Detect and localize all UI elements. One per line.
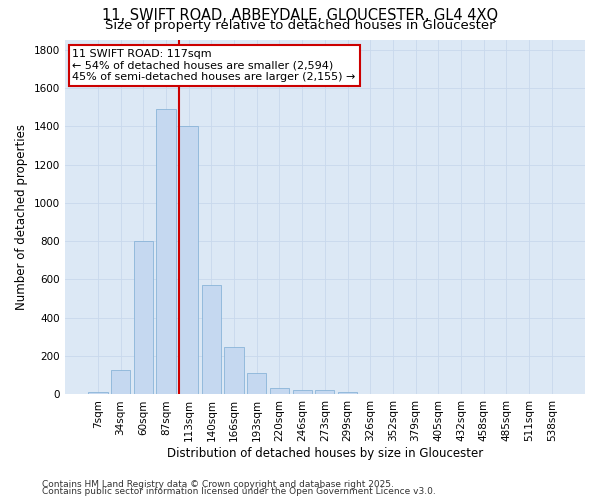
Text: Contains public sector information licensed under the Open Government Licence v3: Contains public sector information licen… bbox=[42, 488, 436, 496]
Bar bbox=[179, 126, 199, 394]
Bar bbox=[270, 388, 289, 394]
Y-axis label: Number of detached properties: Number of detached properties bbox=[15, 124, 28, 310]
Bar bbox=[293, 390, 312, 394]
Bar bbox=[315, 390, 334, 394]
Text: Contains HM Land Registry data © Crown copyright and database right 2025.: Contains HM Land Registry data © Crown c… bbox=[42, 480, 394, 489]
Bar bbox=[157, 109, 176, 395]
Bar bbox=[247, 374, 266, 394]
Text: Size of property relative to detached houses in Gloucester: Size of property relative to detached ho… bbox=[105, 18, 495, 32]
X-axis label: Distribution of detached houses by size in Gloucester: Distribution of detached houses by size … bbox=[167, 447, 483, 460]
Bar bbox=[134, 241, 153, 394]
Bar bbox=[111, 370, 130, 394]
Text: 11, SWIFT ROAD, ABBEYDALE, GLOUCESTER, GL4 4XQ: 11, SWIFT ROAD, ABBEYDALE, GLOUCESTER, G… bbox=[102, 8, 498, 22]
Bar bbox=[88, 392, 107, 394]
Bar bbox=[338, 392, 357, 394]
Bar bbox=[224, 346, 244, 395]
Text: 11 SWIFT ROAD: 117sqm
← 54% of detached houses are smaller (2,594)
45% of semi-d: 11 SWIFT ROAD: 117sqm ← 54% of detached … bbox=[73, 49, 356, 82]
Bar bbox=[202, 285, 221, 395]
